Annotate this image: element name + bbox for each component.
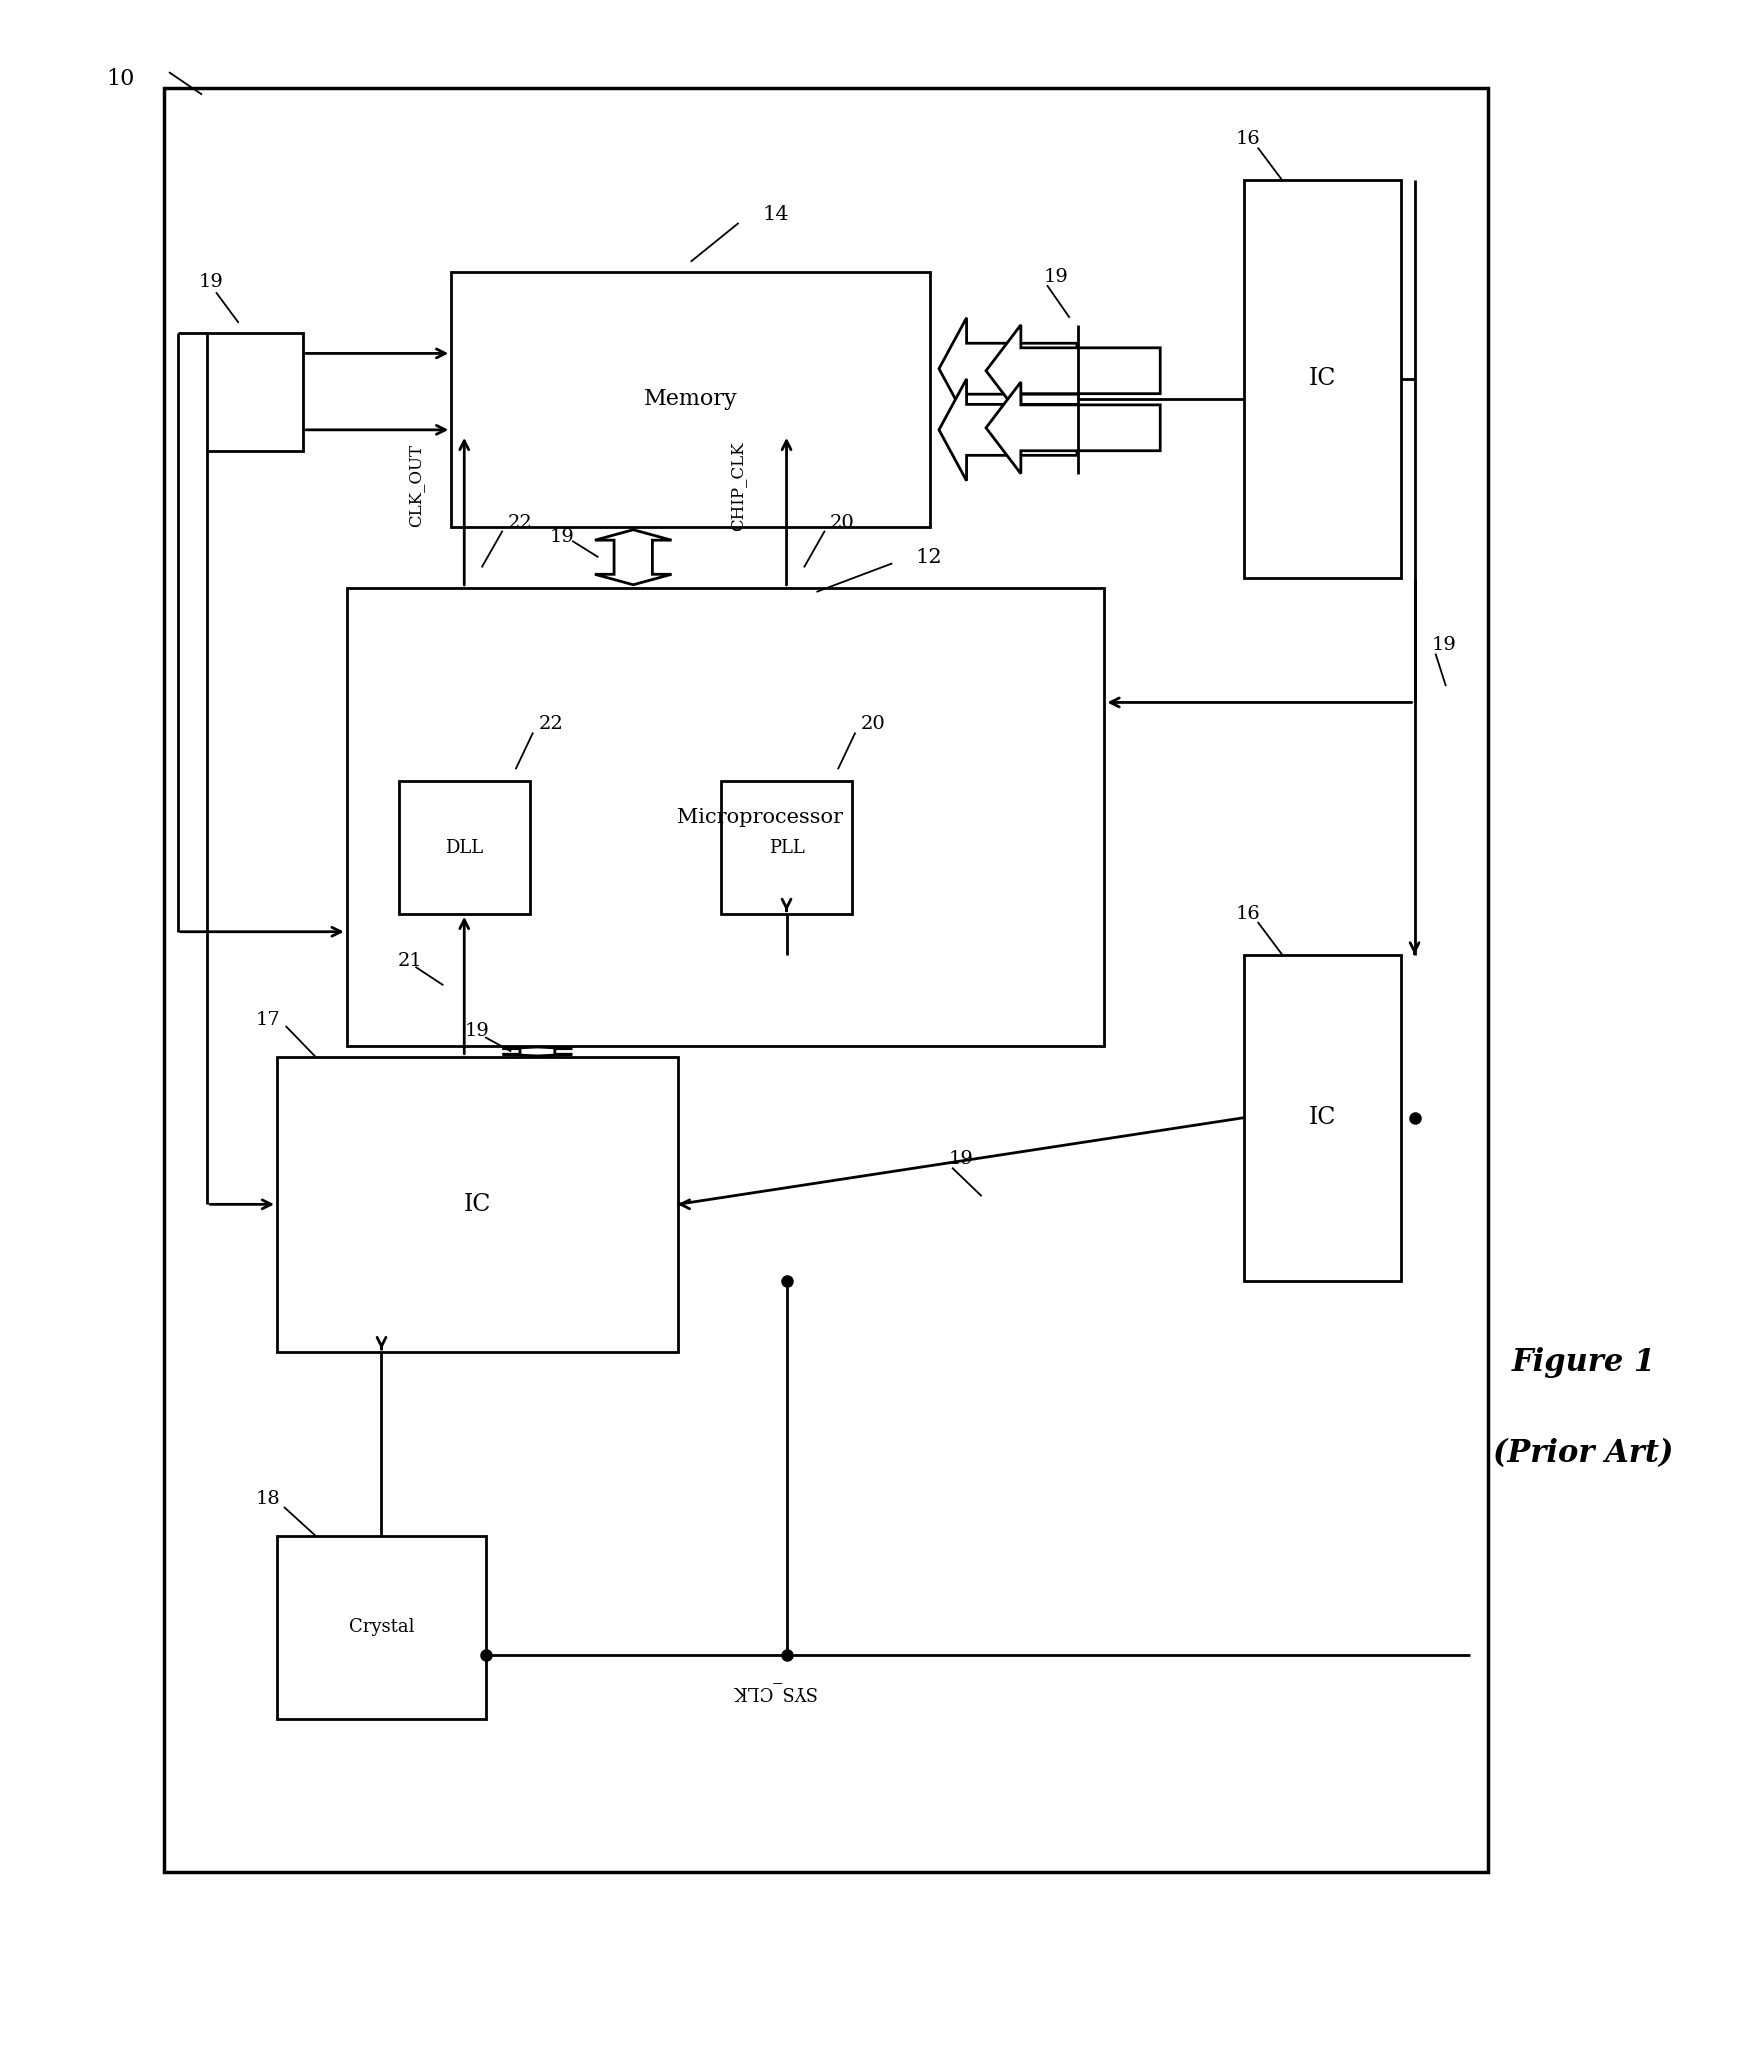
Text: 22: 22	[539, 716, 563, 733]
Bar	[207, 332, 304, 451]
Bar	[163, 88, 1486, 1871]
Text: Figure 1: Figure 1	[1511, 1346, 1655, 1377]
Text: 19: 19	[1042, 269, 1067, 285]
Polygon shape	[939, 318, 1076, 421]
Text: 20: 20	[860, 716, 885, 733]
Text: 19: 19	[549, 527, 574, 546]
Text: IC: IC	[463, 1192, 491, 1217]
Bar	[398, 782, 530, 913]
Text: 16: 16	[1234, 905, 1258, 923]
Bar	[277, 1535, 486, 1720]
Text: Memory: Memory	[644, 388, 737, 410]
Bar	[1243, 954, 1400, 1280]
Text: 19: 19	[463, 1022, 490, 1040]
Text: 17: 17	[256, 1012, 281, 1028]
Text: (Prior Art): (Prior Art)	[1492, 1438, 1673, 1469]
Bar	[1243, 181, 1400, 577]
Text: 18: 18	[256, 1490, 281, 1508]
Polygon shape	[986, 324, 1160, 417]
Text: 20: 20	[830, 513, 855, 531]
Text: 19: 19	[198, 273, 223, 291]
Text: CHIP_CLK: CHIP_CLK	[728, 441, 746, 531]
Text: 12: 12	[914, 548, 941, 566]
Text: 14: 14	[762, 205, 788, 224]
Text: PLL: PLL	[769, 839, 804, 856]
Bar	[721, 782, 851, 913]
Polygon shape	[986, 382, 1160, 474]
Text: IC: IC	[1307, 367, 1336, 390]
Bar	[346, 587, 1104, 1047]
Polygon shape	[595, 529, 670, 585]
Text: 16: 16	[1234, 131, 1258, 148]
Text: DLL: DLL	[446, 839, 483, 856]
Polygon shape	[939, 380, 1076, 480]
Text: Microprocessor: Microprocessor	[677, 808, 842, 827]
Text: 10: 10	[107, 68, 135, 90]
Text: IC: IC	[1307, 1106, 1336, 1129]
Bar	[277, 1057, 677, 1352]
Text: 22: 22	[507, 513, 532, 531]
Text: 21: 21	[398, 952, 423, 971]
Text: Crystal: Crystal	[349, 1619, 414, 1635]
Bar	[451, 273, 930, 527]
Text: SYS_CLK: SYS_CLK	[730, 1683, 816, 1701]
Text: 19: 19	[948, 1151, 972, 1168]
Text: 19: 19	[1430, 636, 1457, 655]
Text: CLK_OUT: CLK_OUT	[407, 445, 423, 527]
Polygon shape	[502, 1047, 572, 1057]
